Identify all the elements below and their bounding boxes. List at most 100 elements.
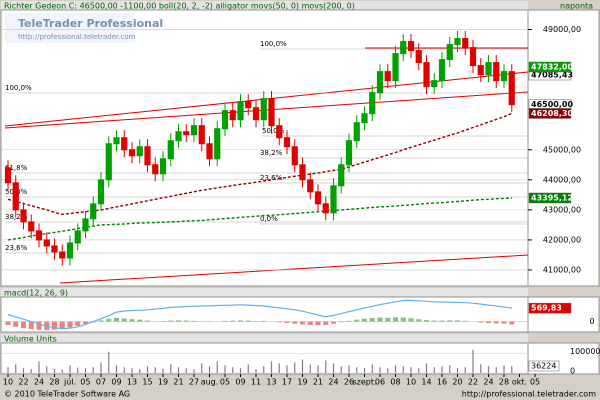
macd-histogram-bar [28,321,34,330]
candle-body [338,164,345,187]
macd-line [7,299,512,330]
fib-label: 100,0% [5,84,32,92]
x-tick-label: okt. [512,378,527,387]
candle-body [206,143,213,160]
volume-bar [193,369,195,373]
y-tick-label: 100000 [570,347,600,356]
macd-histogram-bar [176,320,181,322]
candle-body [415,50,422,64]
candle-body [291,146,298,166]
ma-label: 43395,12 [531,193,573,202]
volume-bar [146,366,149,373]
macd-histogram-bar [377,317,383,322]
candle-body [128,149,136,157]
volume-bar [286,365,288,373]
x-tick-label: 24 [34,378,44,387]
x-tick-label: 13 [127,378,137,387]
macd-histogram-bar [230,320,236,322]
volume-bar [216,361,218,373]
candle-body [407,41,415,52]
ma-label-box [528,108,572,119]
x-tick-label: 05 [80,378,90,387]
fib-label: 38,2% [260,149,283,157]
macd-panel [0,296,529,333]
candle-body [462,38,469,49]
candle-body [183,131,190,136]
candle-body [493,62,500,82]
y-tick-label: 0 [589,317,594,326]
macd-histogram-bar [424,320,429,322]
x-tick-label: aug. [201,378,219,387]
macd-histogram-bar [137,319,143,322]
volume-bar [131,368,133,373]
candle-body [121,137,128,151]
x-tick-label: 09 [111,378,121,387]
x-tick-label: 20 [452,378,462,387]
candle-body [198,125,205,145]
volume-bar [177,367,180,373]
volume-bar [325,360,327,373]
x-tick-label: 28 [49,378,59,387]
y-tick-label: 44000,00 [543,175,581,184]
volume-title: Volume Units [4,335,57,344]
x-tick-label: 27 [189,378,199,387]
candle-body [167,140,174,160]
volume-bar [201,363,203,373]
candle-body [431,80,438,88]
volume-bar [108,351,110,373]
macd-histogram-bar [292,321,298,324]
x-tick-label: 22 [468,378,478,387]
candle-body [477,65,484,76]
x-tick-label: szept. [352,378,376,387]
x-tick-label: 10 [3,378,13,387]
x-tick-label: 21 [313,378,323,387]
macd-histogram-bar [98,320,104,322]
ma-label-box [528,192,572,204]
volume-axis-panel [527,342,600,375]
volume-bar [348,365,350,373]
macd-histogram-bar [36,321,42,330]
candle-body [469,47,477,67]
macd-histogram-bar [59,321,65,329]
macd-histogram-bar [222,320,228,322]
macd-histogram-bar [416,319,422,322]
candle-body [105,143,112,181]
macd-histogram-bar [338,321,344,323]
x-tick-label: 05 [220,378,230,387]
volume-bar [480,364,482,373]
volume-bar [418,368,420,373]
volume-bar [22,368,25,373]
candle-body [454,38,461,46]
macd-histogram-bar [75,321,81,326]
candle-body [299,164,306,181]
macd-histogram-bar [509,321,515,325]
candle-body [214,128,221,160]
candle-body [4,167,12,184]
candle-body [190,125,198,136]
candle-body [43,239,50,247]
candle-body [74,230,81,244]
volume-title-bar [1,334,528,343]
extra-label: 47832,00 [531,63,573,72]
candle-body [384,71,391,82]
volume-bar [263,366,265,373]
volume-bar [154,367,156,373]
volume-bar [402,366,404,373]
macd-histogram-bar [168,320,174,322]
macd-histogram-bar [5,321,11,326]
x-tick-label: 09 [235,378,245,387]
macd-histogram-bar [447,320,453,322]
volume-panel [0,342,529,375]
macd-histogram-bar [300,321,305,325]
copyright: © 2010 TeleTrader Software AG [4,390,130,399]
volume-bar [472,349,474,373]
fib-label: 100,0% [260,40,287,48]
macd-histogram-bar [354,319,360,322]
x-tick-label: 05 [530,378,540,387]
y-tick-label: 41000,00 [543,265,581,274]
volume-bar [7,367,9,373]
volume-bar [503,365,505,373]
macd-title-bar [1,288,528,297]
candle-body [353,122,360,142]
volume-bar [77,367,79,373]
